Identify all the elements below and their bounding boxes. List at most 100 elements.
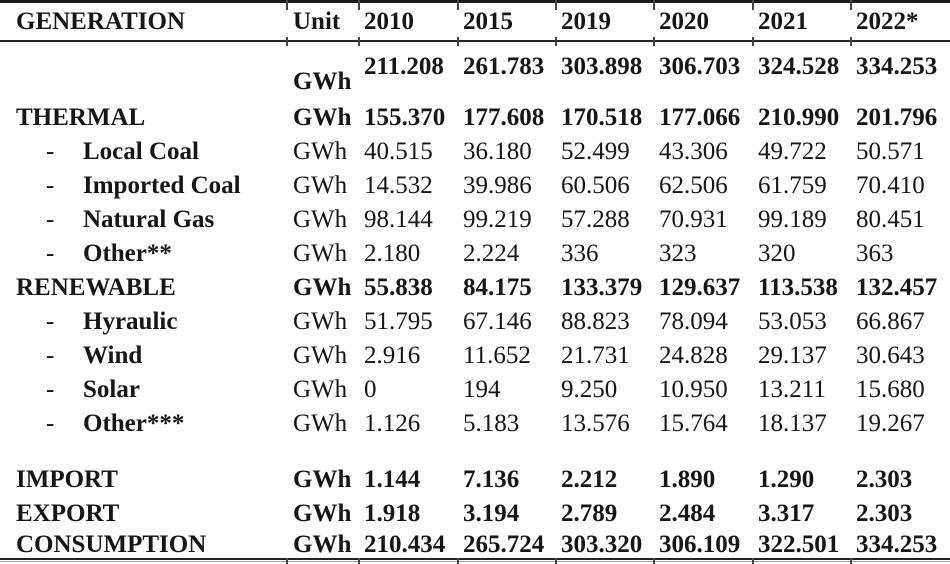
row-value: 88.823 — [561, 307, 630, 335]
row-value: 1.290 — [758, 465, 815, 493]
row-value: 50.571 — [856, 137, 925, 165]
column-tick — [457, 558, 459, 564]
row-value: 322.501 — [758, 530, 840, 558]
row-value — [358, 440, 457, 462]
row-dash: - — [46, 171, 55, 199]
row-value: 2.916 — [364, 341, 421, 369]
row-value: 24.828 — [659, 341, 728, 369]
header-unit: Unit — [293, 8, 341, 35]
row-value: 211.208 — [364, 53, 444, 80]
row-value: 336 — [561, 239, 599, 267]
row-value: 194 — [463, 375, 501, 403]
row-unit: GWh — [293, 205, 348, 233]
header-generation: GENERATION — [16, 8, 186, 35]
row-label: Solar — [83, 375, 140, 403]
row-unit: GWh — [293, 171, 348, 199]
row-unit: GWh — [293, 273, 352, 301]
table-bottom-rule — [0, 558, 950, 564]
row-value: 29.137 — [758, 341, 827, 369]
row-dash: - — [46, 239, 55, 267]
row-label: Wind — [83, 341, 143, 369]
table-body: GWh 211.208 261.783 303.898 306.703 324.… — [0, 42, 950, 558]
column-tick — [752, 37, 754, 46]
row-value: 62.506 — [659, 171, 728, 199]
row-value — [653, 440, 752, 462]
row-unit — [286, 440, 358, 462]
column-tick — [457, 37, 459, 46]
row-label: EXPORT — [16, 499, 120, 527]
row-label: CONSUMPTION — [16, 530, 207, 558]
row-value: 80.451 — [856, 205, 925, 233]
row-value: 2.212 — [561, 465, 618, 493]
row-label: Natural Gas — [83, 205, 215, 233]
row-value: 334.253 — [856, 530, 938, 558]
table-row: RENEWABLE GWh 55.838 84.175 133.379 129.… — [0, 270, 950, 304]
row-value: 113.538 — [758, 273, 838, 301]
row-dash: - — [46, 307, 55, 335]
row-value: 61.759 — [758, 171, 827, 199]
row-value: 0 — [364, 375, 377, 403]
row-value: 201.796 — [856, 103, 938, 131]
row-value: 10.950 — [659, 375, 728, 403]
row-value: 15.764 — [659, 409, 728, 437]
row-unit: GWh — [293, 341, 348, 369]
row-value: 363 — [856, 239, 894, 267]
row-value: 99.219 — [463, 205, 532, 233]
row-unit: GWh — [293, 530, 352, 558]
column-tick — [457, 0, 459, 10]
table-row: - Local Coal GWh 40.515 36.180 52.499 43… — [0, 134, 950, 168]
table-row: - Other*** GWh 1.126 5.183 13.576 15.764… — [0, 406, 950, 440]
row-value: 14.532 — [364, 171, 433, 199]
column-tick — [358, 37, 360, 46]
row-value: 1.890 — [659, 465, 716, 493]
row-unit: GWh — [293, 68, 352, 95]
row-value: 51.795 — [364, 307, 433, 335]
row-value: 129.637 — [659, 273, 741, 301]
row-value: 78.094 — [659, 307, 728, 335]
table-row: EXPORT GWh 1.918 3.194 2.789 2.484 3.317… — [0, 496, 950, 530]
row-value: 306.703 — [659, 53, 741, 80]
header-year-2020: 2020 — [659, 8, 709, 35]
row-value: 3.194 — [463, 499, 520, 527]
row-value: 320 — [758, 239, 796, 267]
row-value: 15.680 — [856, 375, 925, 403]
row-unit: GWh — [293, 137, 348, 165]
row-label: Hyraulic — [83, 307, 178, 335]
row-value: 5.183 — [463, 409, 520, 437]
row-dash: - — [46, 341, 55, 369]
header-year-2022: 2022* — [856, 8, 919, 35]
row-value: 303.898 — [561, 53, 643, 80]
table-row: - Wind GWh 2.916 11.652 21.731 24.828 29… — [0, 338, 950, 372]
row-unit: GWh — [293, 409, 348, 437]
row-value: 2.303 — [856, 499, 913, 527]
row-value: 98.144 — [364, 205, 433, 233]
row-label: IMPORT — [16, 465, 118, 493]
row-value: 36.180 — [463, 137, 532, 165]
row-value: 132.457 — [856, 273, 938, 301]
column-tick — [850, 0, 852, 10]
column-tick — [286, 0, 288, 10]
row-label: THERMAL — [16, 103, 146, 131]
row-value: 55.838 — [364, 273, 433, 301]
row-value: 1.144 — [364, 465, 421, 493]
row-unit: GWh — [293, 103, 352, 131]
column-tick — [555, 37, 557, 46]
row-value: 70.410 — [856, 171, 925, 199]
column-tick — [358, 0, 360, 10]
table-row: THERMAL GWh 155.370 177.608 170.518 177.… — [0, 100, 950, 134]
column-tick — [286, 558, 288, 564]
table-row: - Natural Gas GWh 98.144 99.219 57.288 7… — [0, 202, 950, 236]
column-tick — [653, 558, 655, 564]
row-value: 177.066 — [659, 103, 741, 131]
row-value: 13.576 — [561, 409, 630, 437]
row-value: 2.484 — [659, 499, 716, 527]
row-value: 18.137 — [758, 409, 827, 437]
header-year-2015: 2015 — [463, 8, 513, 35]
row-label: Imported Coal — [83, 171, 241, 199]
column-tick — [850, 558, 852, 564]
row-value: 3.317 — [758, 499, 815, 527]
row-value: 70.931 — [659, 205, 728, 233]
row-label: Other*** — [83, 409, 185, 437]
column-tick — [358, 558, 360, 564]
